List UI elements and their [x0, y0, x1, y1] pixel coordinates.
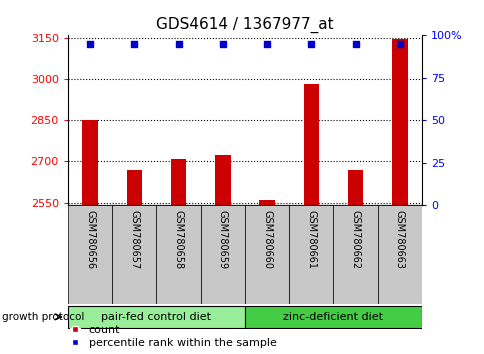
- Bar: [170, 159, 186, 205]
- Text: GSM780661: GSM780661: [306, 210, 316, 269]
- Bar: [68, 306, 244, 328]
- Bar: [288, 205, 333, 304]
- Bar: [126, 170, 142, 205]
- Bar: [68, 205, 112, 304]
- Point: [395, 41, 403, 46]
- Text: GSM780659: GSM780659: [217, 210, 227, 269]
- Legend: count, percentile rank within the sample: count, percentile rank within the sample: [71, 325, 276, 348]
- Point: [351, 41, 359, 46]
- Bar: [259, 200, 274, 205]
- Point: [218, 41, 226, 46]
- Bar: [112, 205, 156, 304]
- Bar: [391, 39, 407, 205]
- Bar: [156, 205, 200, 304]
- Title: GDS4614 / 1367977_at: GDS4614 / 1367977_at: [156, 16, 333, 33]
- Text: growth protocol: growth protocol: [2, 312, 85, 322]
- Point: [307, 41, 315, 46]
- Bar: [303, 84, 318, 205]
- Bar: [333, 205, 377, 304]
- Text: zinc-deficient diet: zinc-deficient diet: [283, 312, 383, 322]
- Text: pair-fed control diet: pair-fed control diet: [101, 312, 211, 322]
- Text: GSM780657: GSM780657: [129, 210, 139, 269]
- Text: GSM780662: GSM780662: [350, 210, 360, 269]
- Bar: [82, 120, 98, 205]
- Bar: [347, 170, 363, 205]
- Bar: [200, 205, 244, 304]
- Bar: [244, 205, 288, 304]
- Text: GSM780660: GSM780660: [261, 210, 272, 269]
- Bar: [244, 306, 421, 328]
- Point: [263, 41, 271, 46]
- Point: [174, 41, 182, 46]
- Text: GSM780663: GSM780663: [394, 210, 404, 269]
- Text: GSM780656: GSM780656: [85, 210, 95, 269]
- Bar: [214, 155, 230, 205]
- Bar: [377, 205, 421, 304]
- Point: [86, 41, 94, 46]
- Text: GSM780658: GSM780658: [173, 210, 183, 269]
- Point: [130, 41, 138, 46]
